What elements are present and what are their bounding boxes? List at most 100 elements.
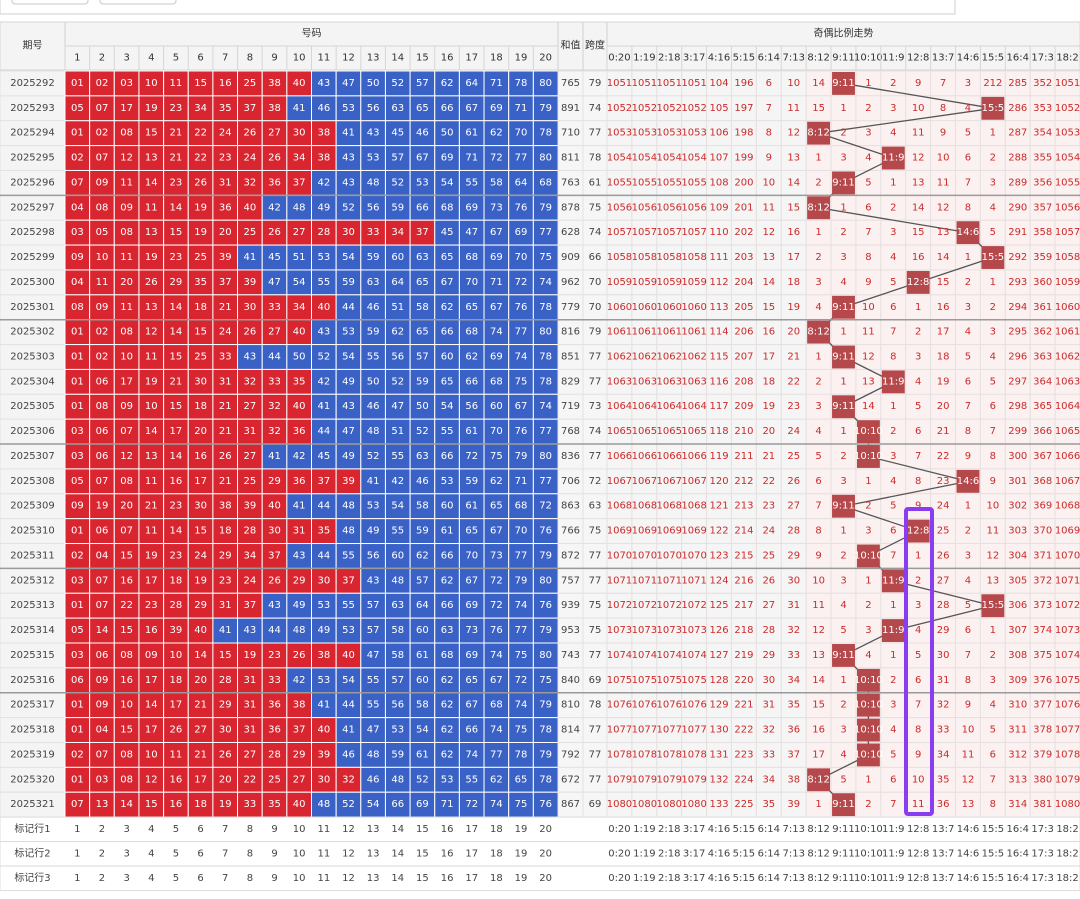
number: 05 <box>71 103 84 114</box>
number: 56 <box>391 700 404 711</box>
span: 70 <box>589 302 602 313</box>
sum-cell <box>557 344 584 370</box>
trend-value: 1053 <box>681 128 706 139</box>
trend-column-label: 10:10 <box>854 53 883 64</box>
sum: 710 <box>561 128 580 139</box>
number: 24 <box>219 128 232 139</box>
trend-value: 1060 <box>657 302 682 313</box>
trend-value: 1 <box>840 202 846 213</box>
trend-value: 1068 <box>607 501 632 512</box>
footer-trend: 17:3 <box>1031 824 1053 835</box>
number: 10 <box>120 352 133 363</box>
toolbar-button[interactable] <box>11 0 89 5</box>
number: 10 <box>145 401 158 412</box>
number: 21 <box>219 476 232 487</box>
trend-value: 1076 <box>681 700 706 711</box>
number: 37 <box>416 227 429 238</box>
trend-value: 13 <box>912 177 925 188</box>
number: 49 <box>367 526 380 537</box>
number-cell <box>261 145 288 171</box>
trend-value: 2 <box>890 675 896 686</box>
number: 69 <box>416 799 429 810</box>
trend-value: 33 <box>937 725 950 736</box>
span: 78 <box>589 700 602 711</box>
toolbar <box>0 0 956 15</box>
number-cell <box>261 219 288 246</box>
trend-cell <box>955 169 981 196</box>
footer-trend: 4:16 <box>708 848 730 859</box>
number: 04 <box>96 725 109 736</box>
number-cell <box>261 418 288 445</box>
number: 72 <box>490 575 503 586</box>
trend-value: 308 <box>1008 650 1027 661</box>
number: 18 <box>219 526 232 537</box>
number-cell <box>311 120 337 147</box>
trend-value: 11 <box>787 103 800 114</box>
footer-trend: 6:14 <box>758 824 780 835</box>
number-cell <box>409 294 436 321</box>
number: 67 <box>416 153 429 164</box>
number: 21 <box>170 376 183 387</box>
footer-trend: 10:10 <box>854 824 883 835</box>
number: 74 <box>539 401 552 412</box>
number-cell <box>508 493 534 520</box>
footer-number: 14 <box>391 848 404 859</box>
toolbar-button[interactable] <box>99 0 177 5</box>
trend-value: 1053 <box>607 128 632 139</box>
trend-value: 294 <box>1008 302 1027 313</box>
number: 01 <box>71 774 84 785</box>
number: 06 <box>96 426 109 437</box>
number-cell <box>286 468 313 495</box>
trend-value: 2 <box>990 650 996 661</box>
trend-hit-label: 8:12 <box>807 327 829 338</box>
number: 19 <box>145 376 158 387</box>
trend-value: 16 <box>787 227 800 238</box>
number: 65 <box>465 675 478 686</box>
number-column-label: 20 <box>539 53 552 64</box>
trend-cell <box>930 95 957 122</box>
number-cell <box>64 567 91 594</box>
trend-value: 4 <box>815 426 821 437</box>
trend-cell <box>955 120 981 147</box>
number-cell <box>138 319 165 346</box>
number-cell <box>508 518 534 545</box>
trend-value: 13 <box>762 252 775 263</box>
trend-value: 39 <box>787 799 800 810</box>
trend-value: 113 <box>709 302 728 313</box>
number: 62 <box>490 128 503 139</box>
number-cell <box>311 194 337 221</box>
trend-value: 19 <box>762 401 775 412</box>
number: 12 <box>145 774 158 785</box>
issue: 2025309 <box>10 501 55 512</box>
number: 09 <box>96 675 109 686</box>
trend-value: 1051 <box>657 78 682 89</box>
number-cell <box>113 393 140 420</box>
trend-value: 4 <box>990 700 996 711</box>
sum: 867 <box>561 799 580 810</box>
trend-value: 1064 <box>657 401 682 412</box>
number: 41 <box>268 451 281 462</box>
number-cell <box>187 95 214 122</box>
number: 33 <box>244 799 257 810</box>
trend-value: 108 <box>709 177 728 188</box>
number: 39 <box>317 749 330 760</box>
trend-value: 11 <box>912 799 925 810</box>
footer-number: 13 <box>367 824 380 835</box>
trend-cell <box>780 393 807 420</box>
span: 61 <box>589 177 602 188</box>
trend-value: 1064 <box>607 401 632 412</box>
number: 32 <box>268 426 281 437</box>
number: 56 <box>367 103 380 114</box>
number: 58 <box>490 177 503 188</box>
trend-value: 38 <box>787 774 800 785</box>
trend-value: 303 <box>1008 526 1027 537</box>
footer-trend: 14:6 <box>957 873 979 884</box>
trend-value: 12 <box>787 128 800 139</box>
number: 73 <box>490 550 503 561</box>
trend-value: 28 <box>762 625 775 636</box>
number-cell <box>458 418 485 445</box>
number: 39 <box>342 476 355 487</box>
number: 55 <box>391 526 404 537</box>
trend-value: 15 <box>812 103 825 114</box>
number: 03 <box>71 426 84 437</box>
